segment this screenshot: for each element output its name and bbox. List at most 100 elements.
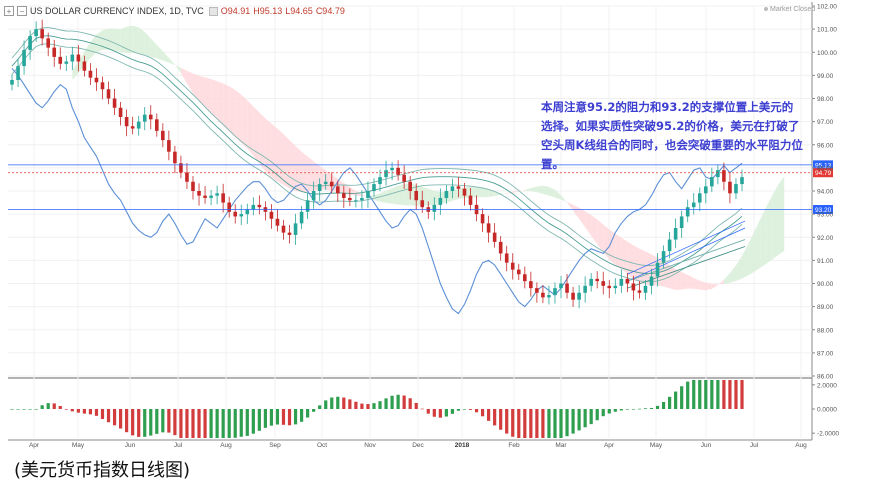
cloud-segment bbox=[162, 51, 169, 63]
osc-bar bbox=[185, 409, 189, 438]
cloud-segment bbox=[186, 70, 193, 94]
cloud-segment bbox=[199, 75, 206, 108]
osc-bar bbox=[559, 409, 563, 438]
candle-body bbox=[697, 193, 702, 203]
candle-body bbox=[58, 56, 63, 64]
candle-body bbox=[34, 29, 38, 37]
ma-projection-line bbox=[627, 220, 746, 275]
candle-body bbox=[607, 285, 612, 289]
cloud-segment bbox=[729, 265, 736, 283]
candle-body bbox=[161, 130, 165, 141]
candle-body bbox=[142, 114, 147, 122]
candle-body bbox=[305, 200, 310, 212]
candle-body bbox=[112, 98, 117, 108]
settings-swatch-icon[interactable] bbox=[208, 6, 218, 16]
candle-body bbox=[450, 186, 455, 191]
candle-body bbox=[52, 47, 57, 57]
candle-body bbox=[257, 204, 262, 208]
cloud-segment bbox=[579, 207, 586, 228]
osc-bar bbox=[28, 409, 32, 410]
osc-bar bbox=[131, 409, 135, 436]
candle-body bbox=[136, 121, 141, 129]
osc-bar bbox=[257, 409, 261, 431]
candle-body bbox=[498, 241, 503, 254]
cloud-segment bbox=[217, 81, 224, 126]
osc-bar bbox=[197, 409, 201, 438]
osc-bar bbox=[76, 409, 80, 413]
comparison-series-line bbox=[11, 68, 743, 315]
cloud-segment bbox=[548, 186, 555, 198]
cloud-segment bbox=[271, 123, 278, 182]
candle-body bbox=[281, 225, 286, 233]
y-tick-label: 87.00 bbox=[817, 350, 834, 357]
candle-body bbox=[673, 228, 678, 240]
osc-bar bbox=[589, 409, 593, 425]
osc-bar bbox=[82, 409, 86, 414]
candle-body bbox=[215, 193, 219, 196]
x-tick-label: Apr bbox=[604, 442, 615, 449]
cloud-segment bbox=[470, 186, 477, 198]
candle-body bbox=[179, 163, 183, 173]
candle-body bbox=[631, 283, 636, 291]
osc-bar bbox=[263, 409, 267, 428]
candle-body bbox=[414, 191, 419, 201]
candle-body bbox=[468, 195, 473, 205]
ohlc-low: L94.65 bbox=[285, 6, 313, 16]
candle-body bbox=[197, 191, 201, 196]
x-tick-label: Apr bbox=[29, 442, 40, 449]
candle-body bbox=[637, 290, 642, 293]
candle-body bbox=[173, 151, 177, 164]
osc-bar bbox=[342, 397, 346, 409]
osc-bar bbox=[643, 408, 648, 409]
x-tick-label: Oct bbox=[317, 442, 327, 449]
candle-body bbox=[360, 197, 364, 201]
cloud-segment bbox=[78, 51, 85, 74]
candle-body bbox=[378, 177, 382, 185]
candle-body bbox=[667, 239, 672, 252]
osc-bar bbox=[607, 409, 611, 414]
ohlc-open: O94.91 bbox=[220, 6, 251, 16]
candle-body bbox=[510, 262, 515, 270]
candle-body bbox=[601, 281, 606, 286]
osc-bar bbox=[227, 409, 231, 438]
expand-icon[interactable]: + bbox=[4, 6, 14, 16]
cloud-segment bbox=[253, 106, 260, 164]
cloud-segment bbox=[542, 185, 549, 196]
cloud-segment bbox=[168, 57, 175, 66]
osc-bar bbox=[372, 403, 376, 409]
osc-bar bbox=[390, 395, 394, 409]
cloud-segment bbox=[211, 79, 218, 120]
cloud-segment bbox=[301, 151, 308, 193]
price-level-tag bbox=[813, 205, 833, 214]
osc-bar bbox=[118, 409, 123, 429]
cloud-segment bbox=[265, 118, 272, 178]
osc-bar bbox=[251, 409, 255, 434]
cloud-segment bbox=[536, 185, 543, 194]
collapse-icon[interactable]: − bbox=[17, 6, 27, 16]
cloud-segment bbox=[524, 188, 531, 192]
osc-bar bbox=[293, 409, 298, 425]
chart-header: + − US DOLLAR CURRENCY INDEX, 1D, TVC O9… bbox=[4, 2, 345, 20]
x-tick-label: Jun bbox=[125, 442, 136, 449]
osc-bar bbox=[716, 380, 720, 409]
osc-bar bbox=[94, 409, 99, 416]
osc-bar bbox=[571, 409, 575, 434]
osc-bar bbox=[577, 409, 581, 431]
symbol-title: US DOLLAR CURRENCY INDEX, 1D, TVC bbox=[30, 6, 204, 16]
osc-bar bbox=[541, 409, 545, 438]
cloud-segment bbox=[392, 185, 399, 205]
cloud-segment bbox=[530, 186, 537, 193]
grid bbox=[8, 2, 813, 441]
x-tick-label: May bbox=[72, 442, 85, 449]
y-tick-label: 89.00 bbox=[817, 304, 834, 311]
y-tick-label: 92.00 bbox=[817, 235, 834, 242]
osc-bar bbox=[517, 409, 521, 438]
candle-body bbox=[390, 167, 394, 171]
candle-body bbox=[595, 278, 600, 282]
price-level-label: 95.13 bbox=[815, 162, 832, 169]
cloud-segment bbox=[723, 272, 730, 284]
cloud-segment bbox=[150, 38, 157, 59]
cloud-segment bbox=[772, 184, 779, 260]
ohlc-high: H95.13 bbox=[253, 6, 283, 16]
